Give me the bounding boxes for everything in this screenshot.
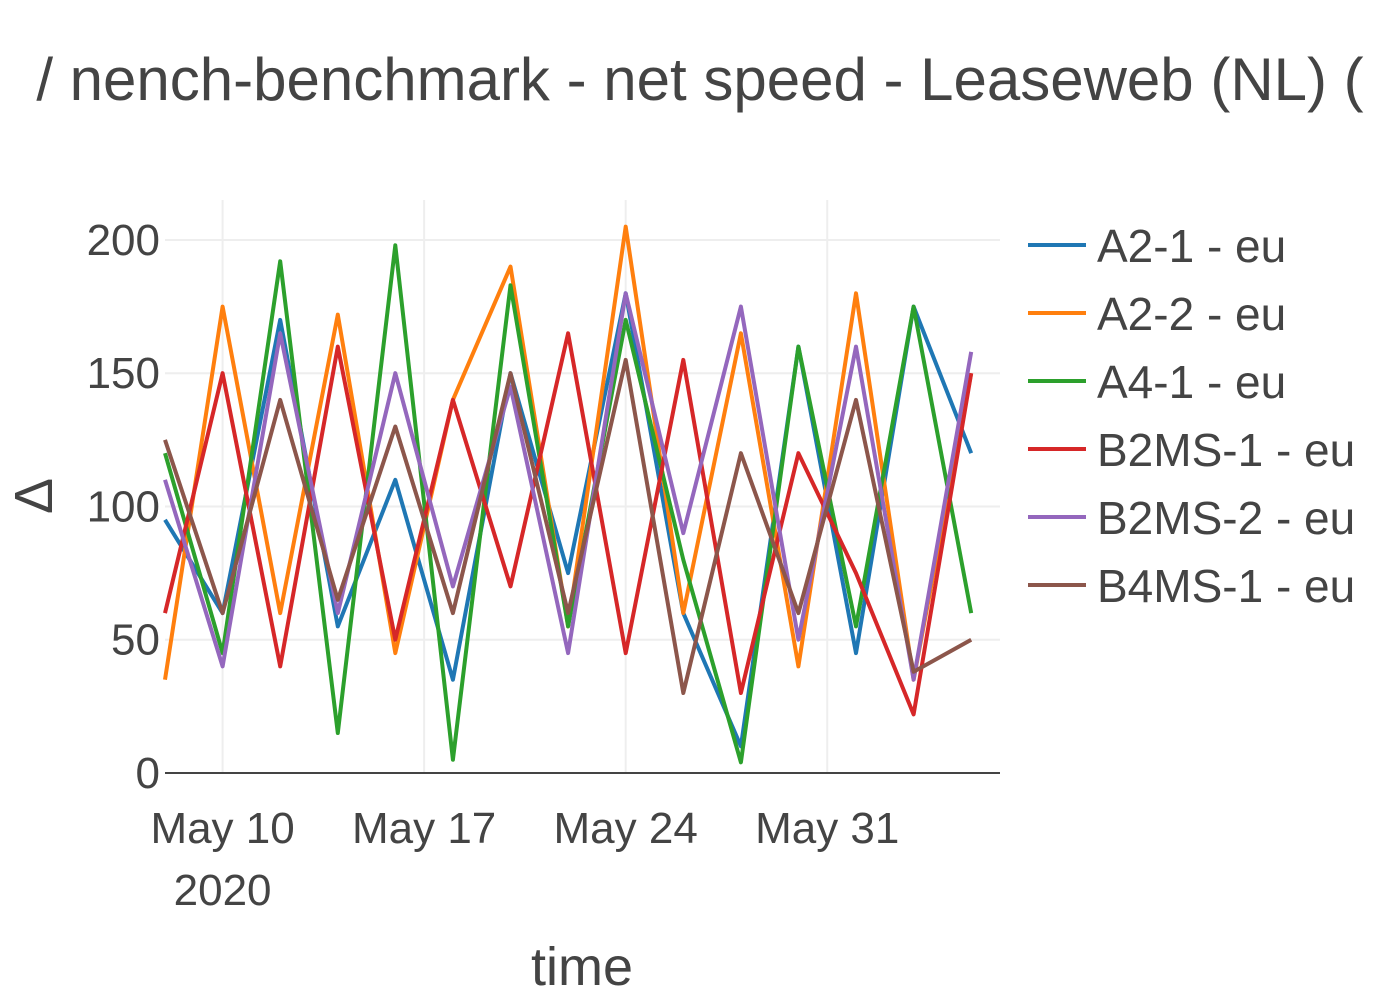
y-axis-title: Δ	[4, 478, 64, 514]
y-axis-ticks: 0 50 100 150 200	[87, 216, 160, 798]
legend-label: B2MS-2 - eu	[1097, 492, 1355, 544]
series-line-5	[163, 291, 974, 682]
x-tick-sublabel: 2020	[174, 866, 272, 915]
y-tick-label: 100	[87, 482, 160, 531]
legend-label: A2-2 - eu	[1097, 288, 1286, 340]
x-tick-label: May 10	[150, 804, 294, 853]
legend-label: B4MS-1 - eu	[1097, 560, 1355, 612]
legend-label: A2-1 - eu	[1097, 220, 1286, 272]
y-tick-label: 200	[87, 216, 160, 265]
x-axis-title: time	[531, 937, 633, 997]
legend-label: B2MS-1 - eu	[1097, 424, 1355, 476]
y-tick-label: 50	[111, 616, 160, 665]
series-line-6	[163, 357, 973, 695]
plot-area	[163, 224, 974, 765]
y-tick-label: 150	[87, 349, 160, 398]
legend: A2-1 - eu A2-2 - eu A4-1 - eu B2MS-1 - eu B2…	[1028, 220, 1355, 612]
x-tick-label: May 24	[554, 804, 698, 853]
x-axis-ticks: May 10 2020 May 17 May 24 May 31	[150, 804, 899, 915]
x-tick-label: May 31	[755, 804, 899, 853]
legend-label: A4-1 - eu	[1097, 356, 1286, 408]
y-tick-label: 0	[136, 749, 160, 798]
chart-title: / nench-benchmark - net speed - Leaseweb…	[36, 46, 1363, 113]
x-tick-label: May 17	[352, 804, 496, 853]
series-line-4	[163, 331, 974, 717]
